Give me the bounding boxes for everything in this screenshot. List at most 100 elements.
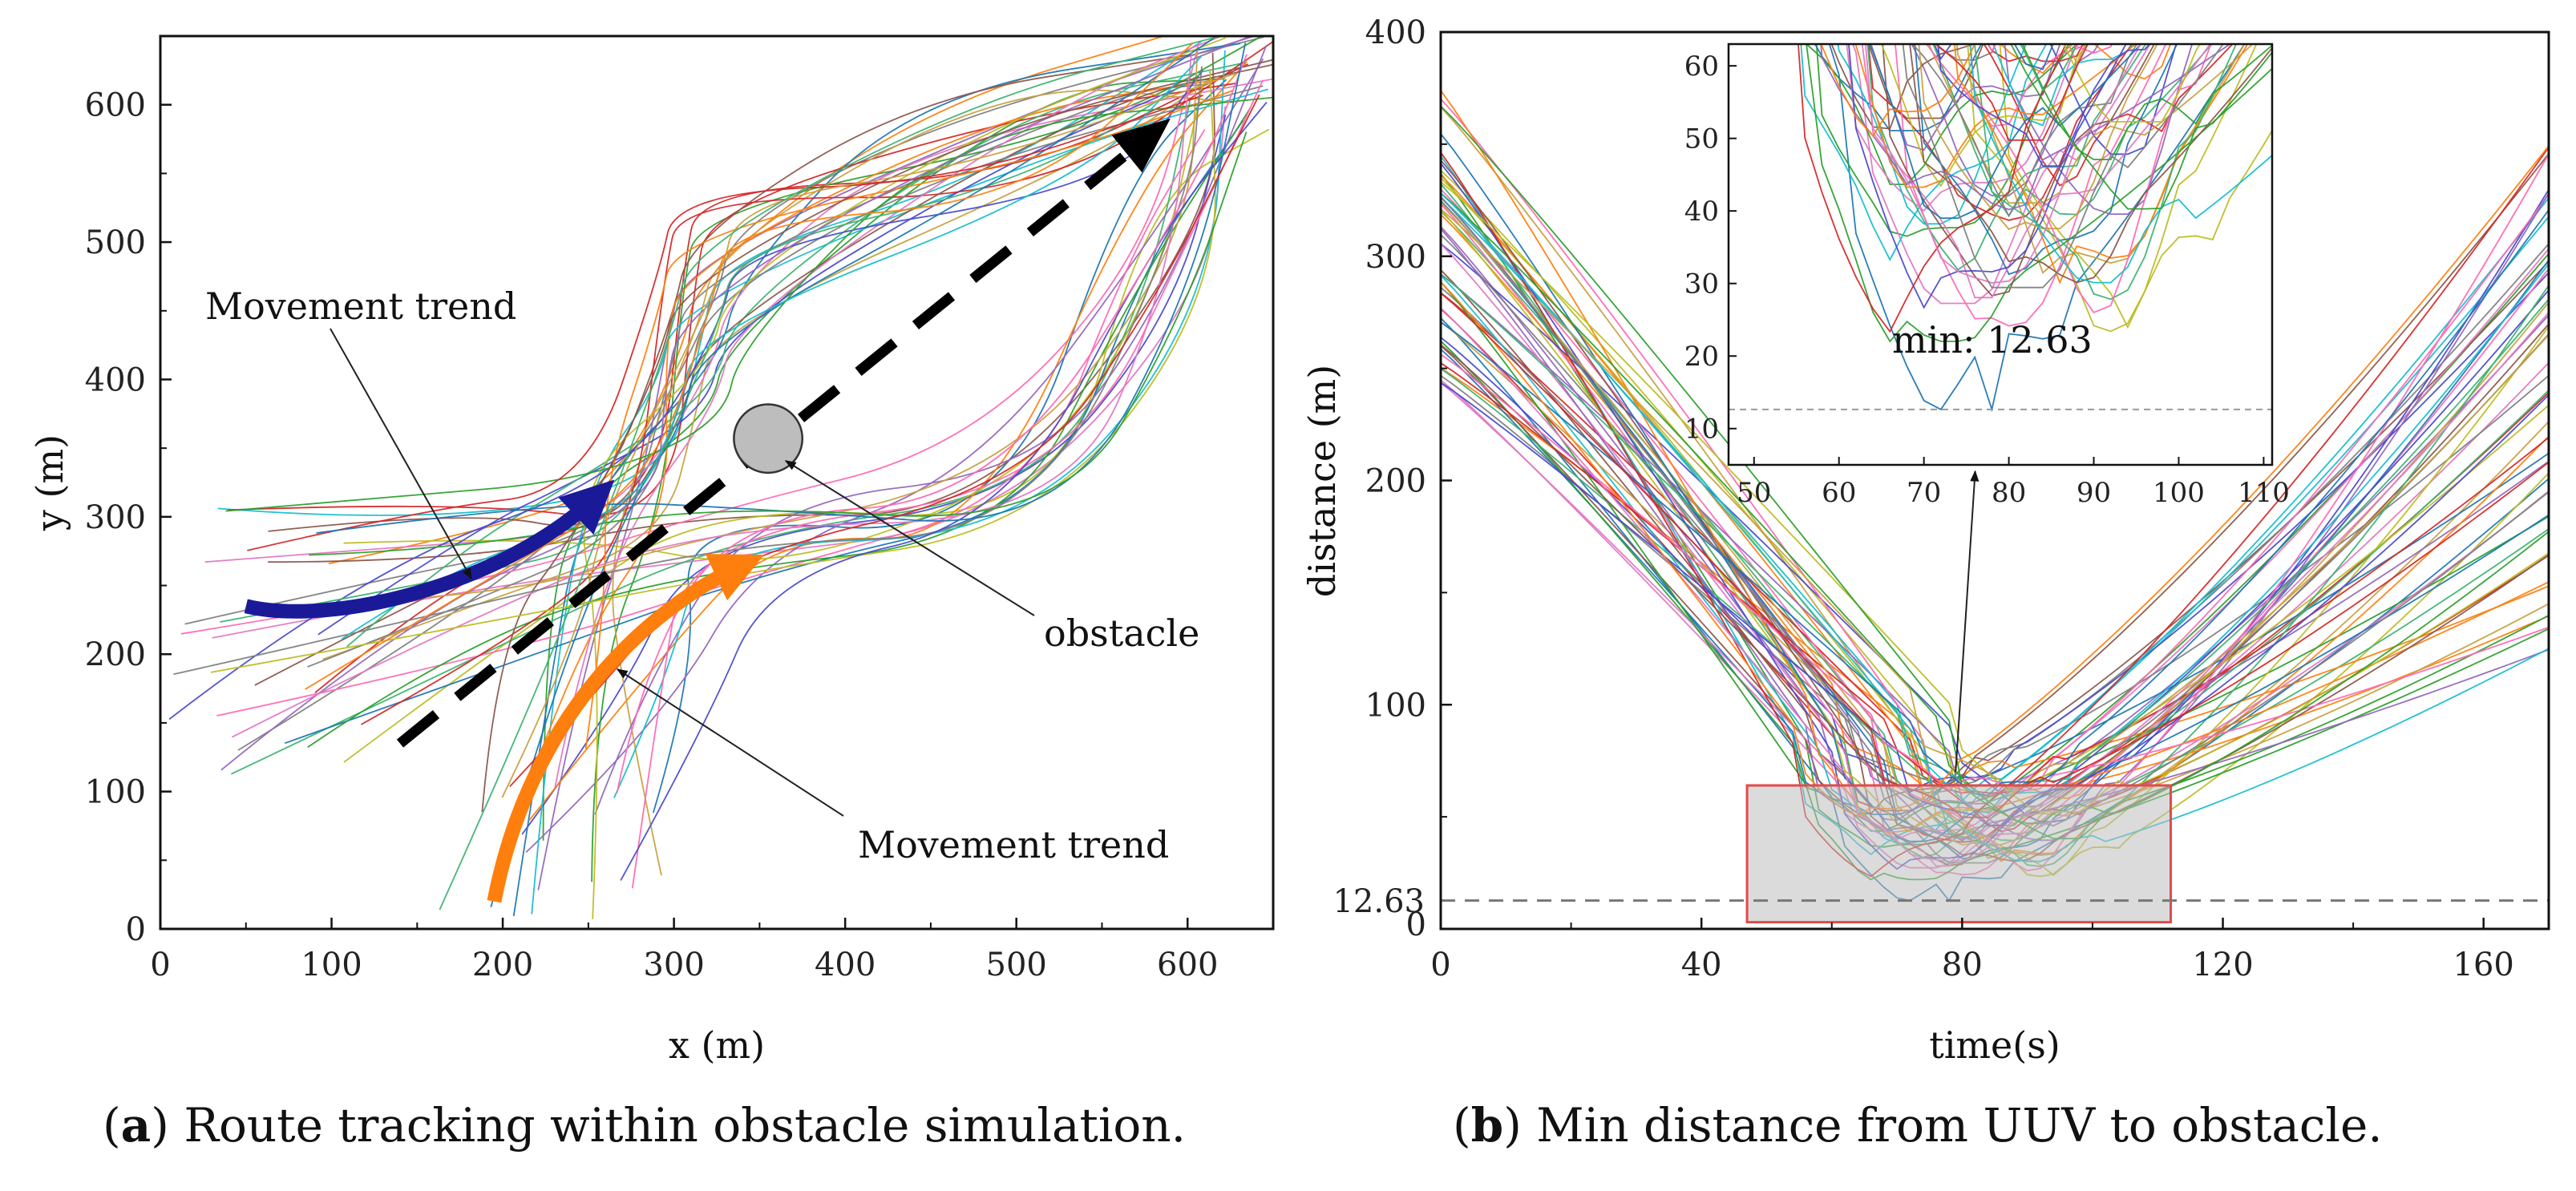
annotation-obstacle: obstacle <box>1044 612 1199 655</box>
distance-curve-58 <box>1441 145 2549 818</box>
x-tick-label: 80 <box>1942 947 1983 983</box>
inset-curve-4 <box>1867 44 2133 221</box>
trajectory-line-24 <box>531 88 1268 914</box>
trajectory-line-47 <box>220 36 1253 771</box>
inset-curve-19 <box>1870 44 2061 151</box>
inset-curve-41 <box>1973 44 2238 301</box>
inset-x-tick-label: 110 <box>2238 477 2290 509</box>
trajectory-line-39 <box>168 69 1203 721</box>
inset-curve-38 <box>1992 44 2133 127</box>
y-tick-label: 200 <box>85 636 146 673</box>
inset-curve-48 <box>1909 44 2272 284</box>
annotation-movement-trend-upper: Movement trend <box>205 285 516 328</box>
panel-a-axes: 0 100 200 300 400 500 600 0 100 200 300 400 500 600 <box>85 87 1219 983</box>
leader-line-obstacle <box>784 460 1035 616</box>
trajectory-line-37 <box>583 37 1227 919</box>
movement-trend-arrow-2 <box>487 558 746 903</box>
highlight-zoom-box <box>1745 784 2172 924</box>
trajectory-line-29 <box>284 119 1244 745</box>
trajectory-line-31 <box>307 107 1252 749</box>
y-tick-label: 100 <box>85 774 146 811</box>
caption-a: (a) Route tracking within obstacle simul… <box>103 1098 1187 1153</box>
panel-b-xlabel: time(s) <box>1929 1023 2060 1067</box>
inset-background <box>1729 44 2272 465</box>
panel-b-overlay <box>1441 470 2549 924</box>
inset-y-tick-label: 20 <box>1684 341 1719 373</box>
annotation-movement-trend-lower: Movement trend <box>858 823 1169 866</box>
inset-min-annotation: min: 12.63 <box>1892 318 2093 361</box>
trajectory-line-48 <box>481 59 1273 813</box>
trajectory-line-30 <box>524 78 1226 796</box>
trajectory-line-60 <box>509 94 1260 788</box>
trajectory-line-42 <box>631 79 1264 889</box>
inset-curve-37 <box>1880 44 2089 188</box>
inset-y-tick-label: 50 <box>1684 123 1719 155</box>
y-tick-label: 600 <box>85 87 146 124</box>
obstacle-circle <box>733 403 804 474</box>
inset-curve-34 <box>1882 44 2156 297</box>
y-tick-label: 300 <box>85 499 146 536</box>
x-tick-label: 400 <box>815 947 876 983</box>
inset-curve-44 <box>1854 44 2137 188</box>
planned-route-arrowhead <box>1111 118 1171 173</box>
trajectory-line-50 <box>173 66 1203 676</box>
inset-curve-5 <box>1911 44 2100 196</box>
trajectory-line-55 <box>439 36 1224 910</box>
trajectory-line-11 <box>521 115 1227 835</box>
inset-curve-29 <box>1914 44 2178 276</box>
trajectory-line-58 <box>305 42 1194 690</box>
panel-a-overlay <box>244 118 1171 903</box>
y-tick-label: 200 <box>1365 463 1426 500</box>
panel-a-xlabel: x (m) <box>669 1023 765 1067</box>
y-tick-label: 500 <box>85 224 146 261</box>
x-tick-label: 0 <box>1430 947 1450 983</box>
trajectory-line-43 <box>490 36 1219 908</box>
inset-x-tick-label: 70 <box>1907 477 1941 509</box>
zoom-leader-arrow <box>1955 470 1980 773</box>
trajectory-line-59 <box>309 131 1248 556</box>
distance-curve-15 <box>1441 349 2549 815</box>
inset-curve-21 <box>1846 44 2077 212</box>
inset-curve-18 <box>1983 44 2234 187</box>
inset-curve-59 <box>2010 44 2272 210</box>
inset-curve-43 <box>1869 44 2142 219</box>
inset-x-tick-label: 100 <box>2153 477 2205 509</box>
caption-b: (b) Min distance from UUV to obstacle. <box>1453 1098 2383 1153</box>
inset-curve-12 <box>1955 44 2246 274</box>
panel-a-ylabel: y (m) <box>28 434 71 531</box>
inset-curve-40 <box>1918 44 2158 231</box>
trajectory-line-9 <box>343 128 1270 763</box>
distance-curve-20 <box>1441 153 2549 815</box>
inset-frame <box>1727 42 2274 466</box>
inset-curve-3 <box>1815 44 2070 237</box>
trajectory-line-45 <box>225 96 1273 512</box>
y-tick-label: 0 <box>126 911 146 948</box>
leader-line-lower-trend <box>616 668 844 817</box>
distance-curve-8 <box>1441 243 2549 793</box>
inset-curve-10 <box>1800 44 2048 262</box>
panel-b: 0 40 80 120 160 0 100 200 300 400 time(s) distanc… <box>1300 0 2550 1067</box>
inset-curve-9 <box>1999 44 2272 329</box>
leader-line-upper-trend <box>330 328 472 580</box>
distance-curve-56 <box>1441 353 2549 792</box>
distance-curve-54 <box>1441 208 2549 795</box>
panel-b-axes: 0 40 80 120 160 0 100 200 300 400 <box>1365 14 2514 983</box>
panel-b-min-tick-label: 12.63 <box>1332 883 1425 920</box>
movement-trend-arrowhead-2 <box>705 554 765 601</box>
inset-curve-22 <box>1703 0 2298 35</box>
trajectory-line-23 <box>343 85 1203 561</box>
inset-curve-45 <box>2021 44 2272 160</box>
panel-a: 0 100 200 300 400 500 600 0 100 200 300 400 500 600 x… <box>28 34 1275 1067</box>
inset-y-tick-label: 10 <box>1684 414 1719 446</box>
trajectory-line-35 <box>554 36 1224 788</box>
trajectory-line-28 <box>216 129 1206 717</box>
y-tick-label: 300 <box>1365 239 1426 276</box>
inset-curve-32 <box>1987 44 2085 63</box>
panel-a-trajectories <box>168 36 1273 919</box>
x-tick-label: 300 <box>643 947 704 983</box>
trajectory-line-51 <box>210 68 1216 673</box>
inset-curves <box>1703 0 2298 413</box>
x-tick-label: 160 <box>2453 947 2514 983</box>
inset-x-tick-label: 80 <box>1992 477 2026 509</box>
caption-a-letter: a <box>120 1098 152 1153</box>
